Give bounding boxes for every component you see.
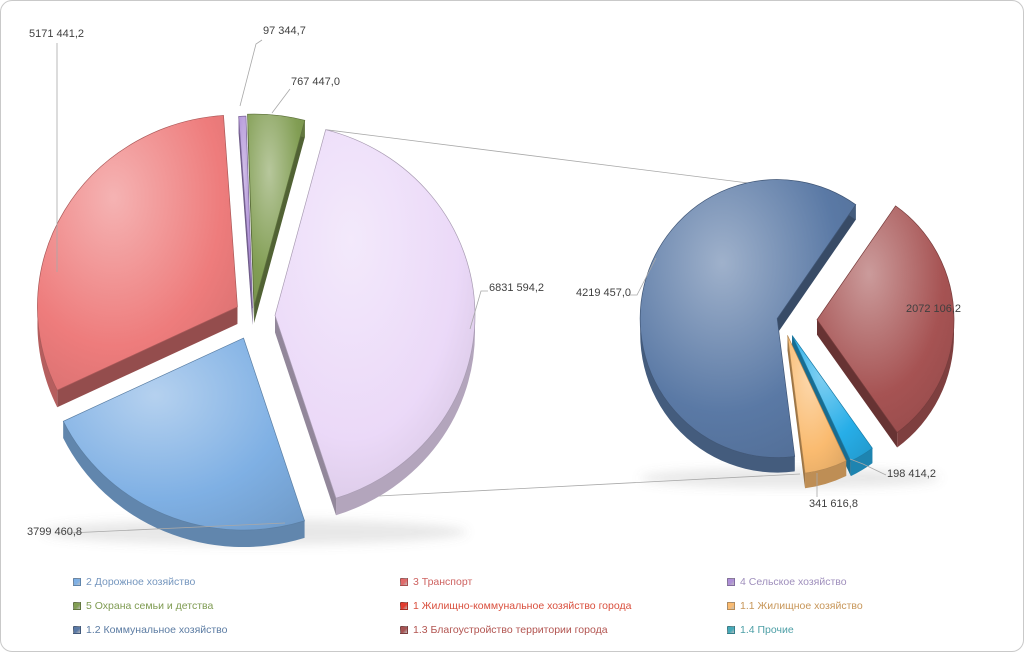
legend-label: 1.3 Благоустройство территории города (413, 624, 608, 636)
legend-label: 1 Жилищно-коммунальное хозяйство города (413, 600, 632, 612)
pie-slice-zhilishchnoe[interactable] (787, 335, 847, 474)
pie-slice-blagoustrojstvo[interactable] (816, 205, 955, 433)
data-label-zhilishchnoe: 341 616,8 (809, 498, 858, 510)
series-connector-lines (325, 129, 801, 499)
data-label-dorozhnoe: 3799 460,8 (27, 526, 83, 538)
pie-slice-kommunalnoe[interactable] (639, 179, 857, 458)
leader-line-ohrana (271, 88, 291, 114)
legend-swatch-kommunalnoe (73, 626, 81, 634)
legend-label: 4 Сельское хозяйство (740, 576, 847, 588)
legend-swatch-selskoe (727, 578, 735, 586)
leader-line-prochie (849, 458, 887, 476)
data-label-blagoustrojstvo: 2072 106,2 (906, 303, 962, 315)
legend-label: 1.1 Жилищное хозяйство (740, 600, 863, 612)
pie-slice-ohrana-semi-detstva[interactable] (247, 113, 306, 307)
legend-item-prochie[interactable]: 1.4 Прочие (727, 624, 1024, 636)
pie-slice-side (787, 335, 806, 489)
legend-item-ohrana[interactable]: 5 Охрана семьи и детства (73, 600, 400, 612)
pie-slice-prochie[interactable] (791, 335, 873, 462)
legend-item-transport[interactable]: 3 Транспорт (400, 576, 727, 588)
pie-slice-rim (805, 460, 847, 489)
data-label-prochie: 198 414,2 (887, 468, 936, 480)
legend-swatch-dorozhnoe (73, 578, 81, 586)
data-label-zhkh: 6831 594,2 (489, 282, 545, 294)
connector-line-top (325, 129, 765, 186)
legend-swatch-transport (400, 578, 408, 586)
pie-slice-side (274, 315, 337, 516)
pie-slice-transport[interactable] (37, 115, 238, 391)
pie-slice-dorozhnoe-hozyajstvo[interactable] (62, 337, 305, 531)
data-label-selskoe: 97 344,7 (263, 25, 306, 37)
legend-label: 1.2 Коммунальное хозяйство (86, 624, 228, 636)
leader-line-zhkh (469, 290, 488, 330)
leader-line-dorozhnoe (68, 522, 286, 534)
legend-item-kommunalnoe[interactable]: 1.2 Коммунальное хозяйство (73, 624, 400, 636)
pie-slice-side (816, 319, 898, 448)
pie-slice-rim (850, 448, 873, 477)
pie-slice-selskoe-hozyajstvo[interactable] (238, 115, 253, 309)
pie-slice-side (777, 204, 856, 334)
pie-slice-rim (63, 421, 305, 548)
legend-item-dorozhnoe[interactable]: 2 Дорожное хозяйство (73, 576, 400, 588)
legend-swatch-blagoustrojstvo (400, 626, 408, 634)
data-label-ohrana: 767 447,0 (291, 76, 340, 88)
pie-slice-side (254, 120, 305, 324)
leader-line-kommunalnoe (629, 257, 657, 296)
pie-slice-zhkh-goroda[interactable] (274, 129, 476, 499)
data-label-transport: 5171 441,2 (29, 28, 85, 40)
secondary-pie-shadow (640, 468, 940, 488)
leader-line-selskoe (239, 39, 263, 107)
legend-swatch-ohrana (73, 602, 81, 610)
data-label-kommunalnoe: 4219 457,0 (576, 287, 632, 299)
legend-item-selskoe[interactable]: 4 Сельское хозяйство (727, 576, 1024, 588)
pie-slice-side (57, 306, 238, 408)
legend-item-zhkh[interactable]: 1 Жилищно-коммунальное хозяйство города (400, 600, 727, 612)
legend-label: 3 Транспорт (413, 576, 473, 588)
legend-swatch-prochie (727, 626, 735, 634)
connector-line-bottom (335, 473, 801, 499)
legend-swatch-zhilishchnoe (727, 602, 735, 610)
chart-legend: 2 Дорожное хозяйство 3 Транспорт 4 Сельс… (73, 570, 1024, 642)
legend-label: 5 Охрана семьи и детства (86, 600, 214, 612)
legend-swatch-zhkh (400, 602, 408, 610)
legend-label: 1.4 Прочие (740, 624, 794, 636)
legend-item-blagoustrojstvo[interactable]: 1.3 Благоустройство территории города (400, 624, 727, 636)
legend-item-zhilishchnoe[interactable]: 1.1 Жилищное хозяйство (727, 600, 1024, 612)
legend-label: 2 Дорожное хозяйство (86, 576, 196, 588)
